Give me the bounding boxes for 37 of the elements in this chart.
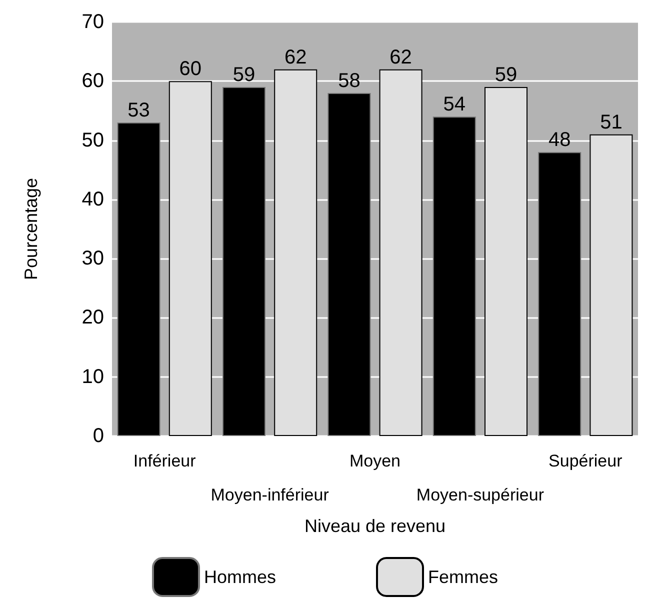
data-label: 62 [284, 46, 307, 68]
bar [117, 122, 160, 436]
legend-label: Femmes [428, 567, 498, 587]
bar [484, 87, 528, 436]
data-label: 51 [600, 111, 622, 134]
bar [328, 92, 371, 436]
y-tick-label: 10 [82, 366, 104, 388]
bar [168, 81, 212, 436]
y-tick-label: 70 [82, 11, 104, 33]
y-tick-label: 20 [82, 306, 104, 329]
data-label: 59 [494, 64, 518, 86]
x-tick-label: Moyen-inférieur [210, 486, 330, 504]
y-tick-label: 60 [82, 70, 104, 92]
x-tick-label: Moyen [349, 452, 401, 470]
x-tick-label: Moyen-supérieur [416, 486, 544, 504]
y-axis-title: Pourcentage [21, 178, 41, 280]
data-label: 53 [128, 100, 150, 122]
y-tick-label: 50 [82, 129, 104, 152]
y-tick-label: 40 [82, 188, 104, 210]
data-label: 60 [179, 58, 202, 80]
legend-label: Hommes [204, 567, 276, 587]
data-label: 59 [232, 64, 256, 86]
bar [590, 134, 633, 436]
bar [274, 69, 318, 436]
x-axis-title: Niveau de revenu [304, 516, 446, 536]
bar [538, 152, 582, 436]
data-label: 54 [443, 94, 466, 116]
data-label: 58 [338, 70, 360, 92]
data-label: 48 [548, 129, 571, 152]
x-tick-label: Inférieur [133, 452, 196, 470]
y-tick-label: 30 [82, 248, 104, 270]
y-tick-label: 0 [92, 425, 104, 447]
bar [432, 116, 476, 436]
bar [222, 87, 266, 436]
x-tick-label: Supérieur [548, 452, 623, 470]
data-label: 62 [390, 46, 412, 68]
bar [379, 69, 422, 436]
